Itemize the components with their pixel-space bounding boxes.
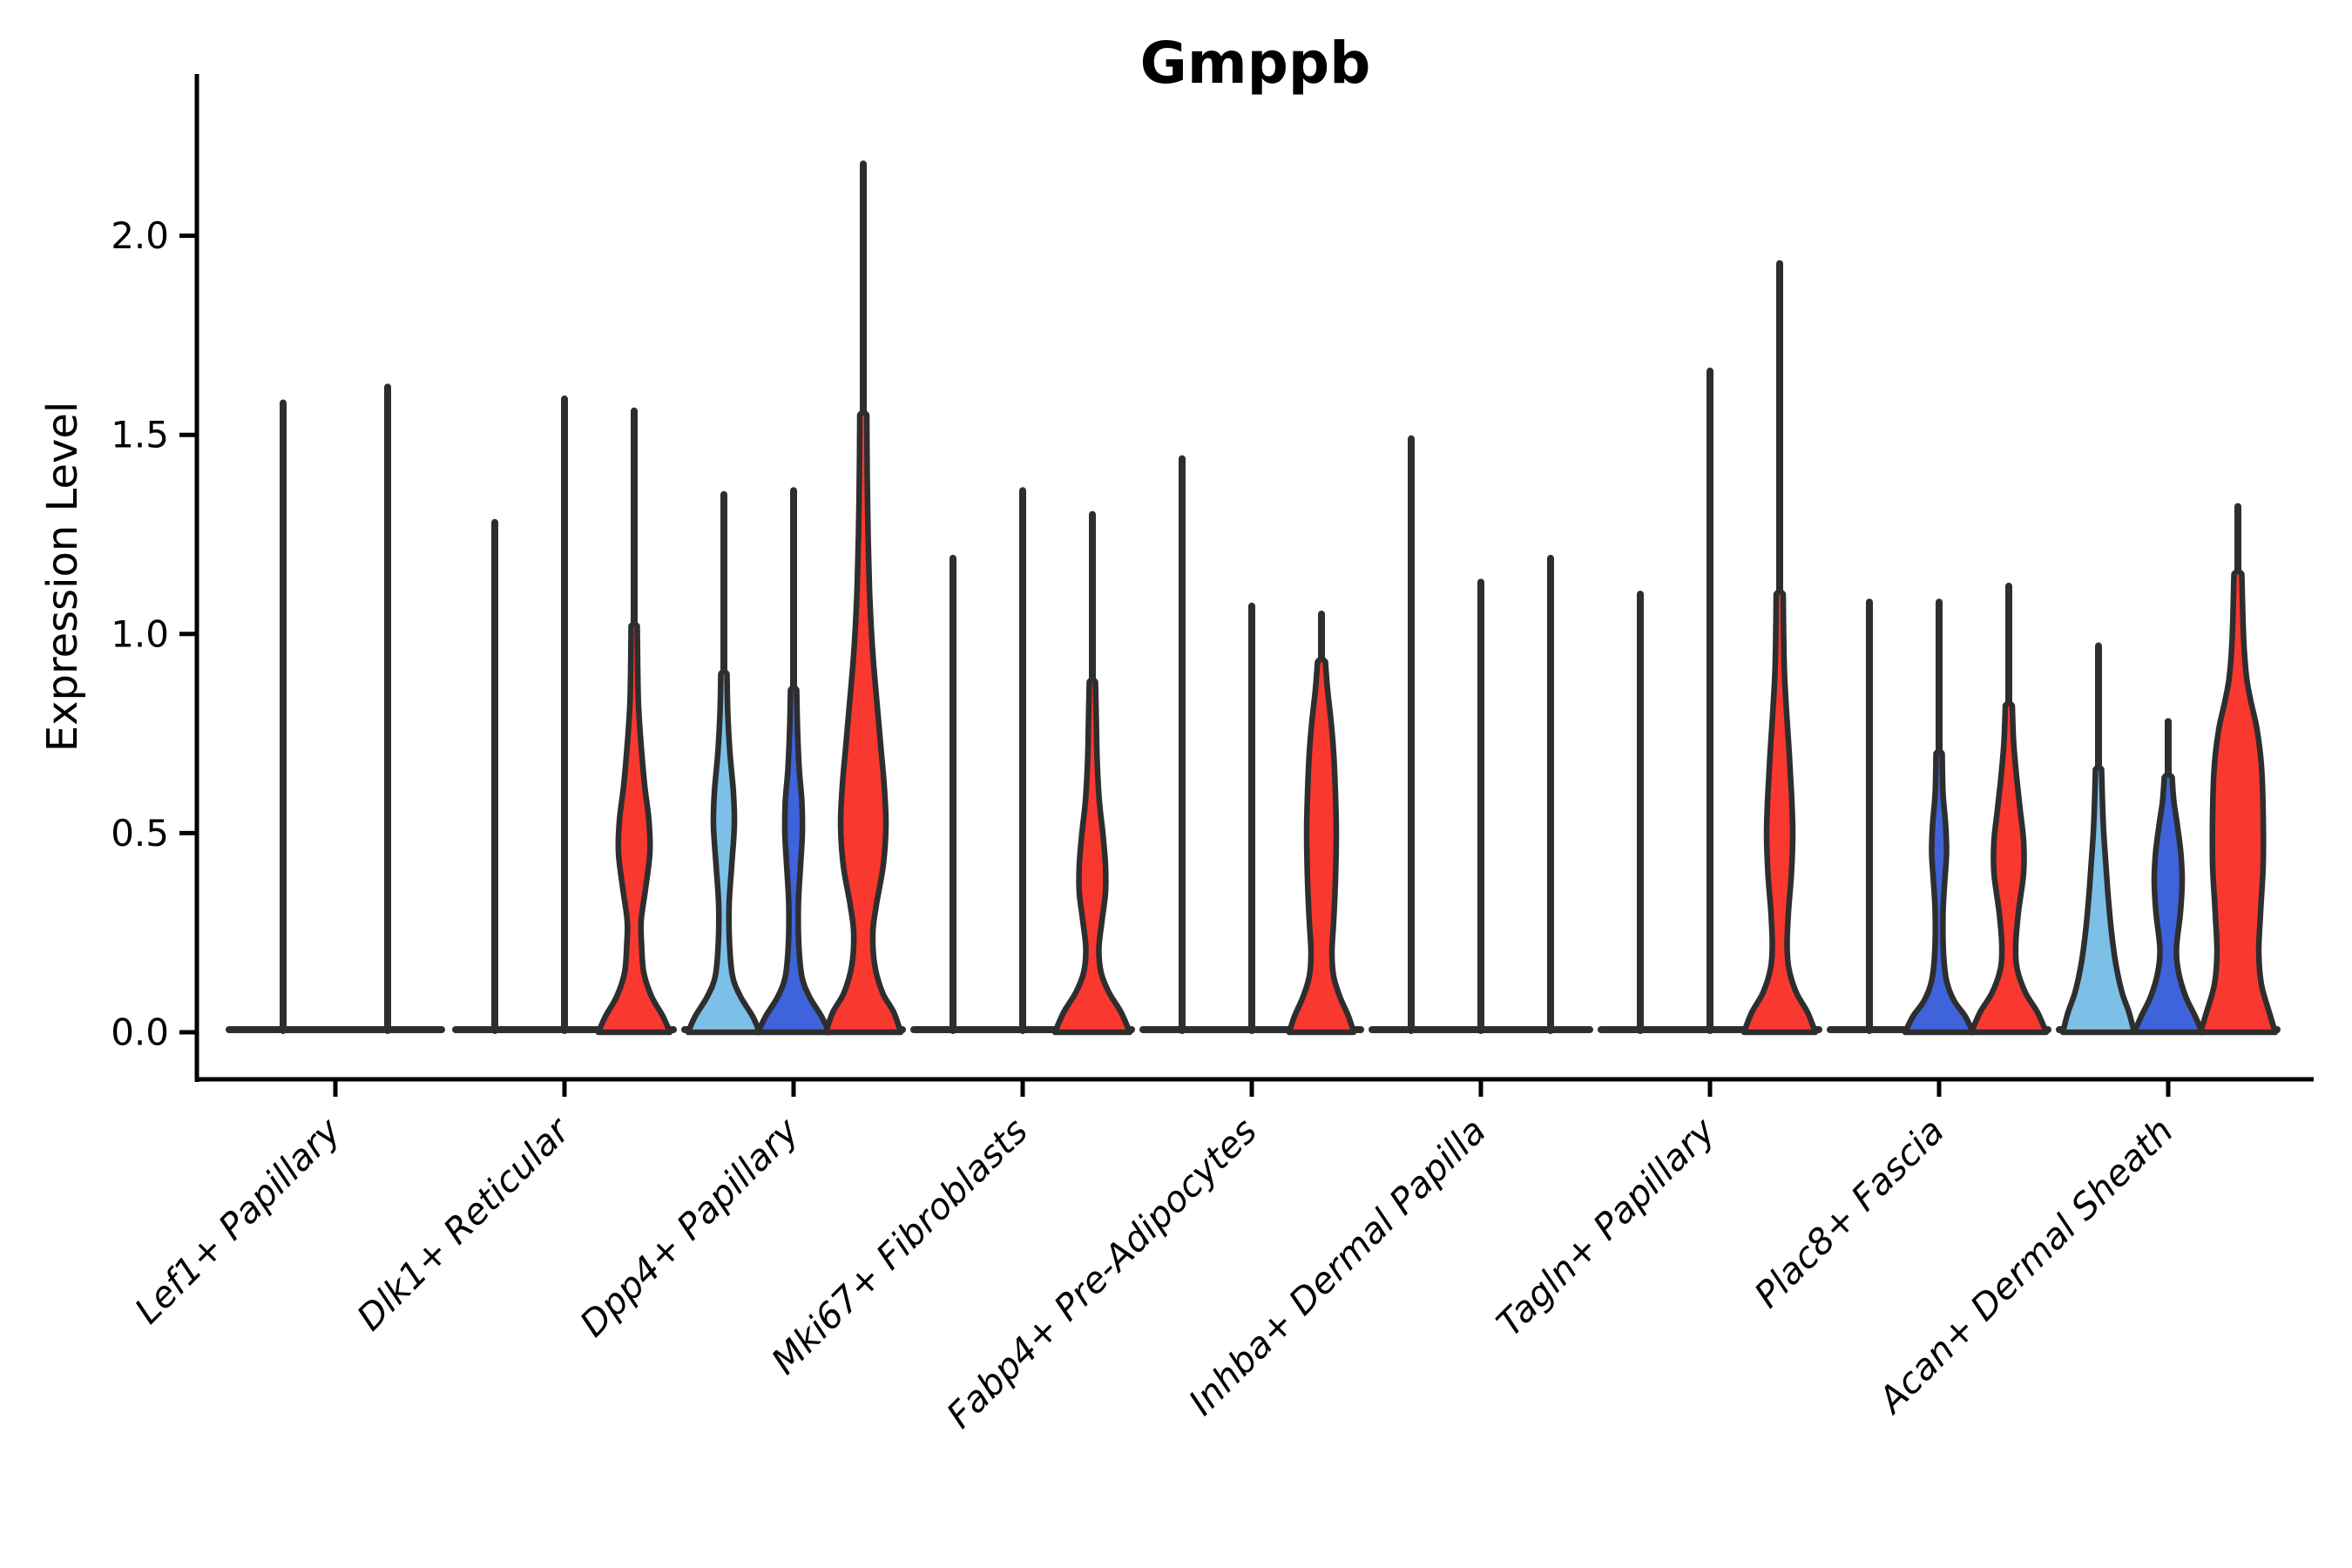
y-tick-label: 1.5 — [111, 414, 169, 456]
x-tick-label: Dlk1+ Reticular — [349, 1109, 579, 1339]
violin-body-red — [595, 621, 673, 1036]
violin-body-red — [1286, 656, 1357, 1036]
plot-title: Gmppb — [1139, 30, 1371, 97]
violin-body-lightblue — [2059, 764, 2138, 1036]
x-tick-label: Plac8+ Fascia — [1747, 1110, 1952, 1315]
x-tick-label: Tagln+ Papillary — [1489, 1110, 1724, 1345]
violin-body-red — [822, 409, 904, 1036]
x-tick-label: Mki67+ Fibroblasts — [763, 1110, 1036, 1382]
y-tick-label: 0.5 — [111, 812, 169, 855]
violin-body-blue — [1902, 748, 1977, 1036]
violin-body-red — [1968, 700, 2050, 1036]
x-tick-label: Dpp4+ Papillary — [571, 1110, 807, 1345]
violin-body-lightblue — [685, 668, 763, 1036]
violin-body-red — [2197, 568, 2279, 1036]
y-tick-label: 2.0 — [111, 214, 169, 257]
x-tick-label: Lef1+ Papillary — [126, 1110, 348, 1332]
violin-body-red — [1051, 677, 1133, 1036]
violin-body-blue — [754, 685, 833, 1036]
violin-body-blue — [2131, 772, 2206, 1036]
y-tick-label: 1.0 — [111, 612, 169, 655]
violin-body-red — [1740, 589, 1819, 1036]
y-tick-label: 0.0 — [111, 1011, 169, 1054]
